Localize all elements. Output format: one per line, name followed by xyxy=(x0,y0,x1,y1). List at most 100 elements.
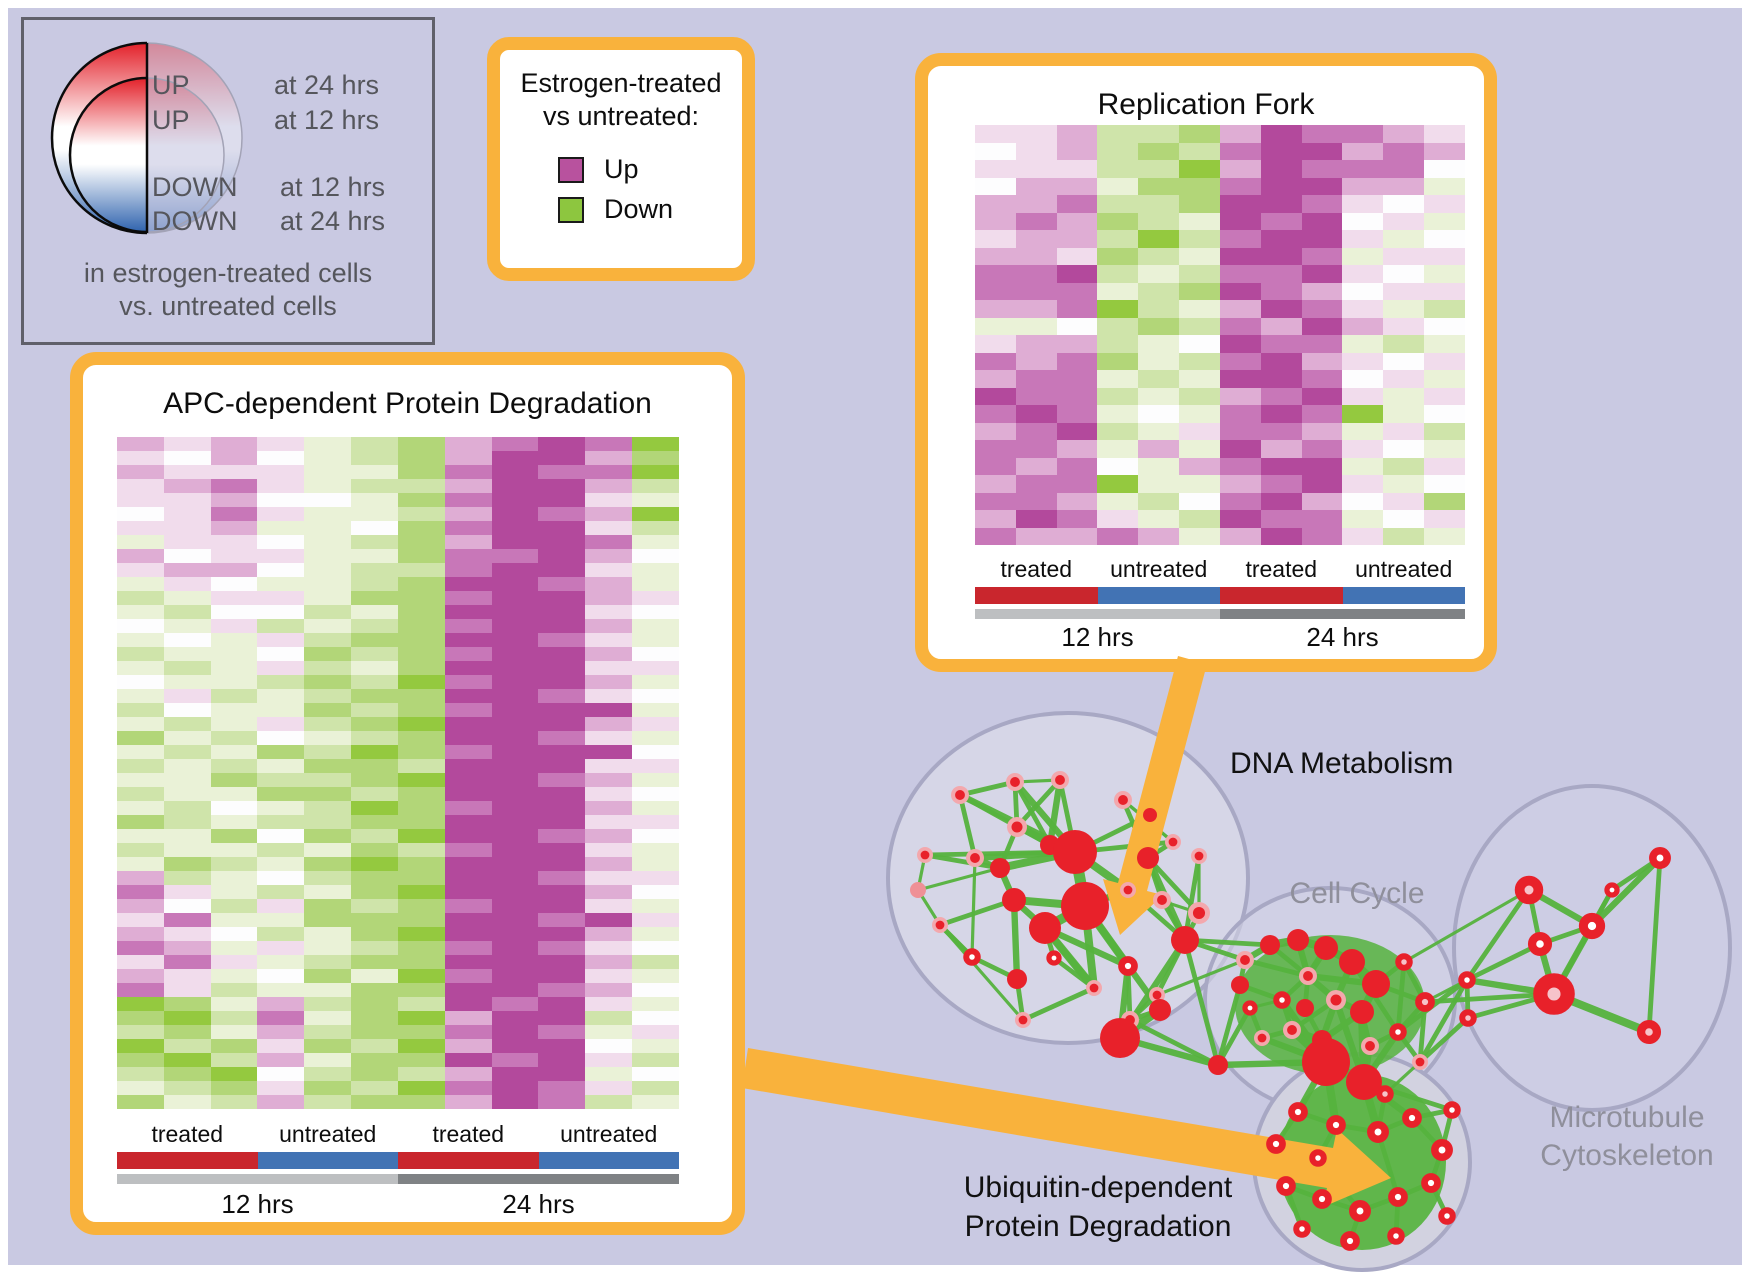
heatmap-cell xyxy=(257,927,305,941)
heatmap-cell xyxy=(1383,265,1425,283)
heatmap-cell xyxy=(491,451,539,465)
heatmap-cell xyxy=(1097,335,1139,353)
heatmap-cell xyxy=(538,507,586,521)
heatmap-cell xyxy=(1301,160,1343,178)
heatmap-cell xyxy=(491,689,539,703)
heatmap-cell xyxy=(491,815,539,829)
heatmap-cell xyxy=(351,1011,398,1025)
heatmap-cell xyxy=(538,1067,586,1081)
heatmap-cell xyxy=(163,577,211,591)
heatmap-cell xyxy=(491,787,539,801)
heatmap-cell xyxy=(304,969,352,983)
heatmap-cell xyxy=(117,703,164,717)
heatmap-cell xyxy=(117,983,164,997)
heatmap-cell xyxy=(491,913,539,927)
heatmap-cell xyxy=(1383,370,1425,388)
heatmap-cell xyxy=(1342,212,1384,230)
heatmap-cell xyxy=(397,605,445,619)
heatmap-cell xyxy=(210,955,258,969)
heatmap-cell xyxy=(632,465,679,479)
heatmap-cell xyxy=(304,647,352,661)
heatmap-cell xyxy=(1219,230,1261,248)
heatmap-cell xyxy=(117,633,164,647)
heatmap-cell xyxy=(632,521,679,535)
heatmap-cell xyxy=(1015,160,1057,178)
heatmap-cell xyxy=(538,661,586,675)
heatmap-cell xyxy=(444,647,492,661)
heatmap-cell xyxy=(1301,230,1343,248)
heatmap-cell xyxy=(1179,125,1220,143)
heatmap-cell xyxy=(397,829,445,843)
heatmap-cell xyxy=(1260,457,1302,475)
heatmap-cell xyxy=(1219,492,1261,510)
heatmap-cell xyxy=(163,871,211,885)
heatmap-cell xyxy=(1138,510,1180,528)
heatmap-cell xyxy=(585,857,633,871)
heatmap-cell xyxy=(538,717,586,731)
heatmap-cell xyxy=(1219,335,1261,353)
ring-legend-time-3: at 12 hrs xyxy=(280,172,386,202)
heatmap-cell xyxy=(444,661,492,675)
heatmap-cell xyxy=(117,885,164,899)
heatmap-cell xyxy=(1097,370,1139,388)
heatmap-cell xyxy=(444,633,492,647)
heatmap-cell xyxy=(397,871,445,885)
heatmap-cell xyxy=(632,647,679,661)
heatmap-cell xyxy=(163,619,211,633)
heatmap-cell xyxy=(1260,422,1302,440)
heatmap-cell xyxy=(1260,125,1302,143)
heatmap-cell xyxy=(1342,440,1384,458)
heatmap-cell xyxy=(351,787,398,801)
heatmap-cell xyxy=(491,843,539,857)
heatmap-cell xyxy=(632,997,679,1011)
heatmap-cell xyxy=(397,451,445,465)
heatmap-cell xyxy=(538,437,586,451)
heatmap-cell xyxy=(491,717,539,731)
heatmap-cell xyxy=(444,997,492,1011)
heatmap-cell xyxy=(163,605,211,619)
group-label: untreated xyxy=(560,1121,658,1147)
heatmap-cell xyxy=(538,955,586,969)
heatmap-cell xyxy=(304,1039,352,1053)
heatmap-cell xyxy=(1097,212,1139,230)
heatmap-cell xyxy=(632,787,679,801)
down-color-swatch xyxy=(558,196,584,223)
heatmap-cell xyxy=(304,563,352,577)
heatmap-cell xyxy=(397,1067,445,1081)
heatmap-cell xyxy=(210,1025,258,1039)
heatmap-cell xyxy=(257,521,305,535)
heatmap-cell xyxy=(1301,457,1343,475)
heatmap-cell xyxy=(1260,387,1302,405)
heatmap-cell xyxy=(351,969,398,983)
heatmap-cell xyxy=(1383,125,1425,143)
heatmap-cell xyxy=(444,605,492,619)
heatmap-cell xyxy=(538,801,586,815)
heatmap-cell xyxy=(397,577,445,591)
ring-legend-time-1: at 24 hrs xyxy=(274,70,380,100)
heatmap-cell xyxy=(585,969,633,983)
heatmap-cell xyxy=(1056,230,1098,248)
heatmap-cell xyxy=(1138,457,1180,475)
heatmap-cell xyxy=(351,647,398,661)
replication-fork-panel: Replication Fork treated untreated treat… xyxy=(915,53,1497,672)
heatmap-cell xyxy=(585,745,633,759)
heatmap-cell xyxy=(538,703,586,717)
heatmap-cell xyxy=(1056,177,1098,195)
heatmap-cell xyxy=(351,941,398,955)
heatmap-cell xyxy=(1424,387,1465,405)
heatmap-cell xyxy=(210,815,258,829)
heatmap-cell xyxy=(210,479,258,493)
heatmap-cell xyxy=(444,913,492,927)
heatmap-cell xyxy=(117,605,164,619)
heatmap-cell xyxy=(1179,160,1220,178)
heatmap-cell xyxy=(117,465,164,479)
heatmap-cell xyxy=(257,955,305,969)
ring-legend-word-3: DOWN xyxy=(152,172,238,202)
heatmap-cell xyxy=(163,521,211,535)
heatmap-cell xyxy=(1097,475,1139,493)
heatmap-cell xyxy=(491,577,539,591)
heatmap-cell xyxy=(444,927,492,941)
heatmap-cell xyxy=(210,1011,258,1025)
heatmap-cell xyxy=(1138,440,1180,458)
time24-bar xyxy=(1220,609,1465,619)
